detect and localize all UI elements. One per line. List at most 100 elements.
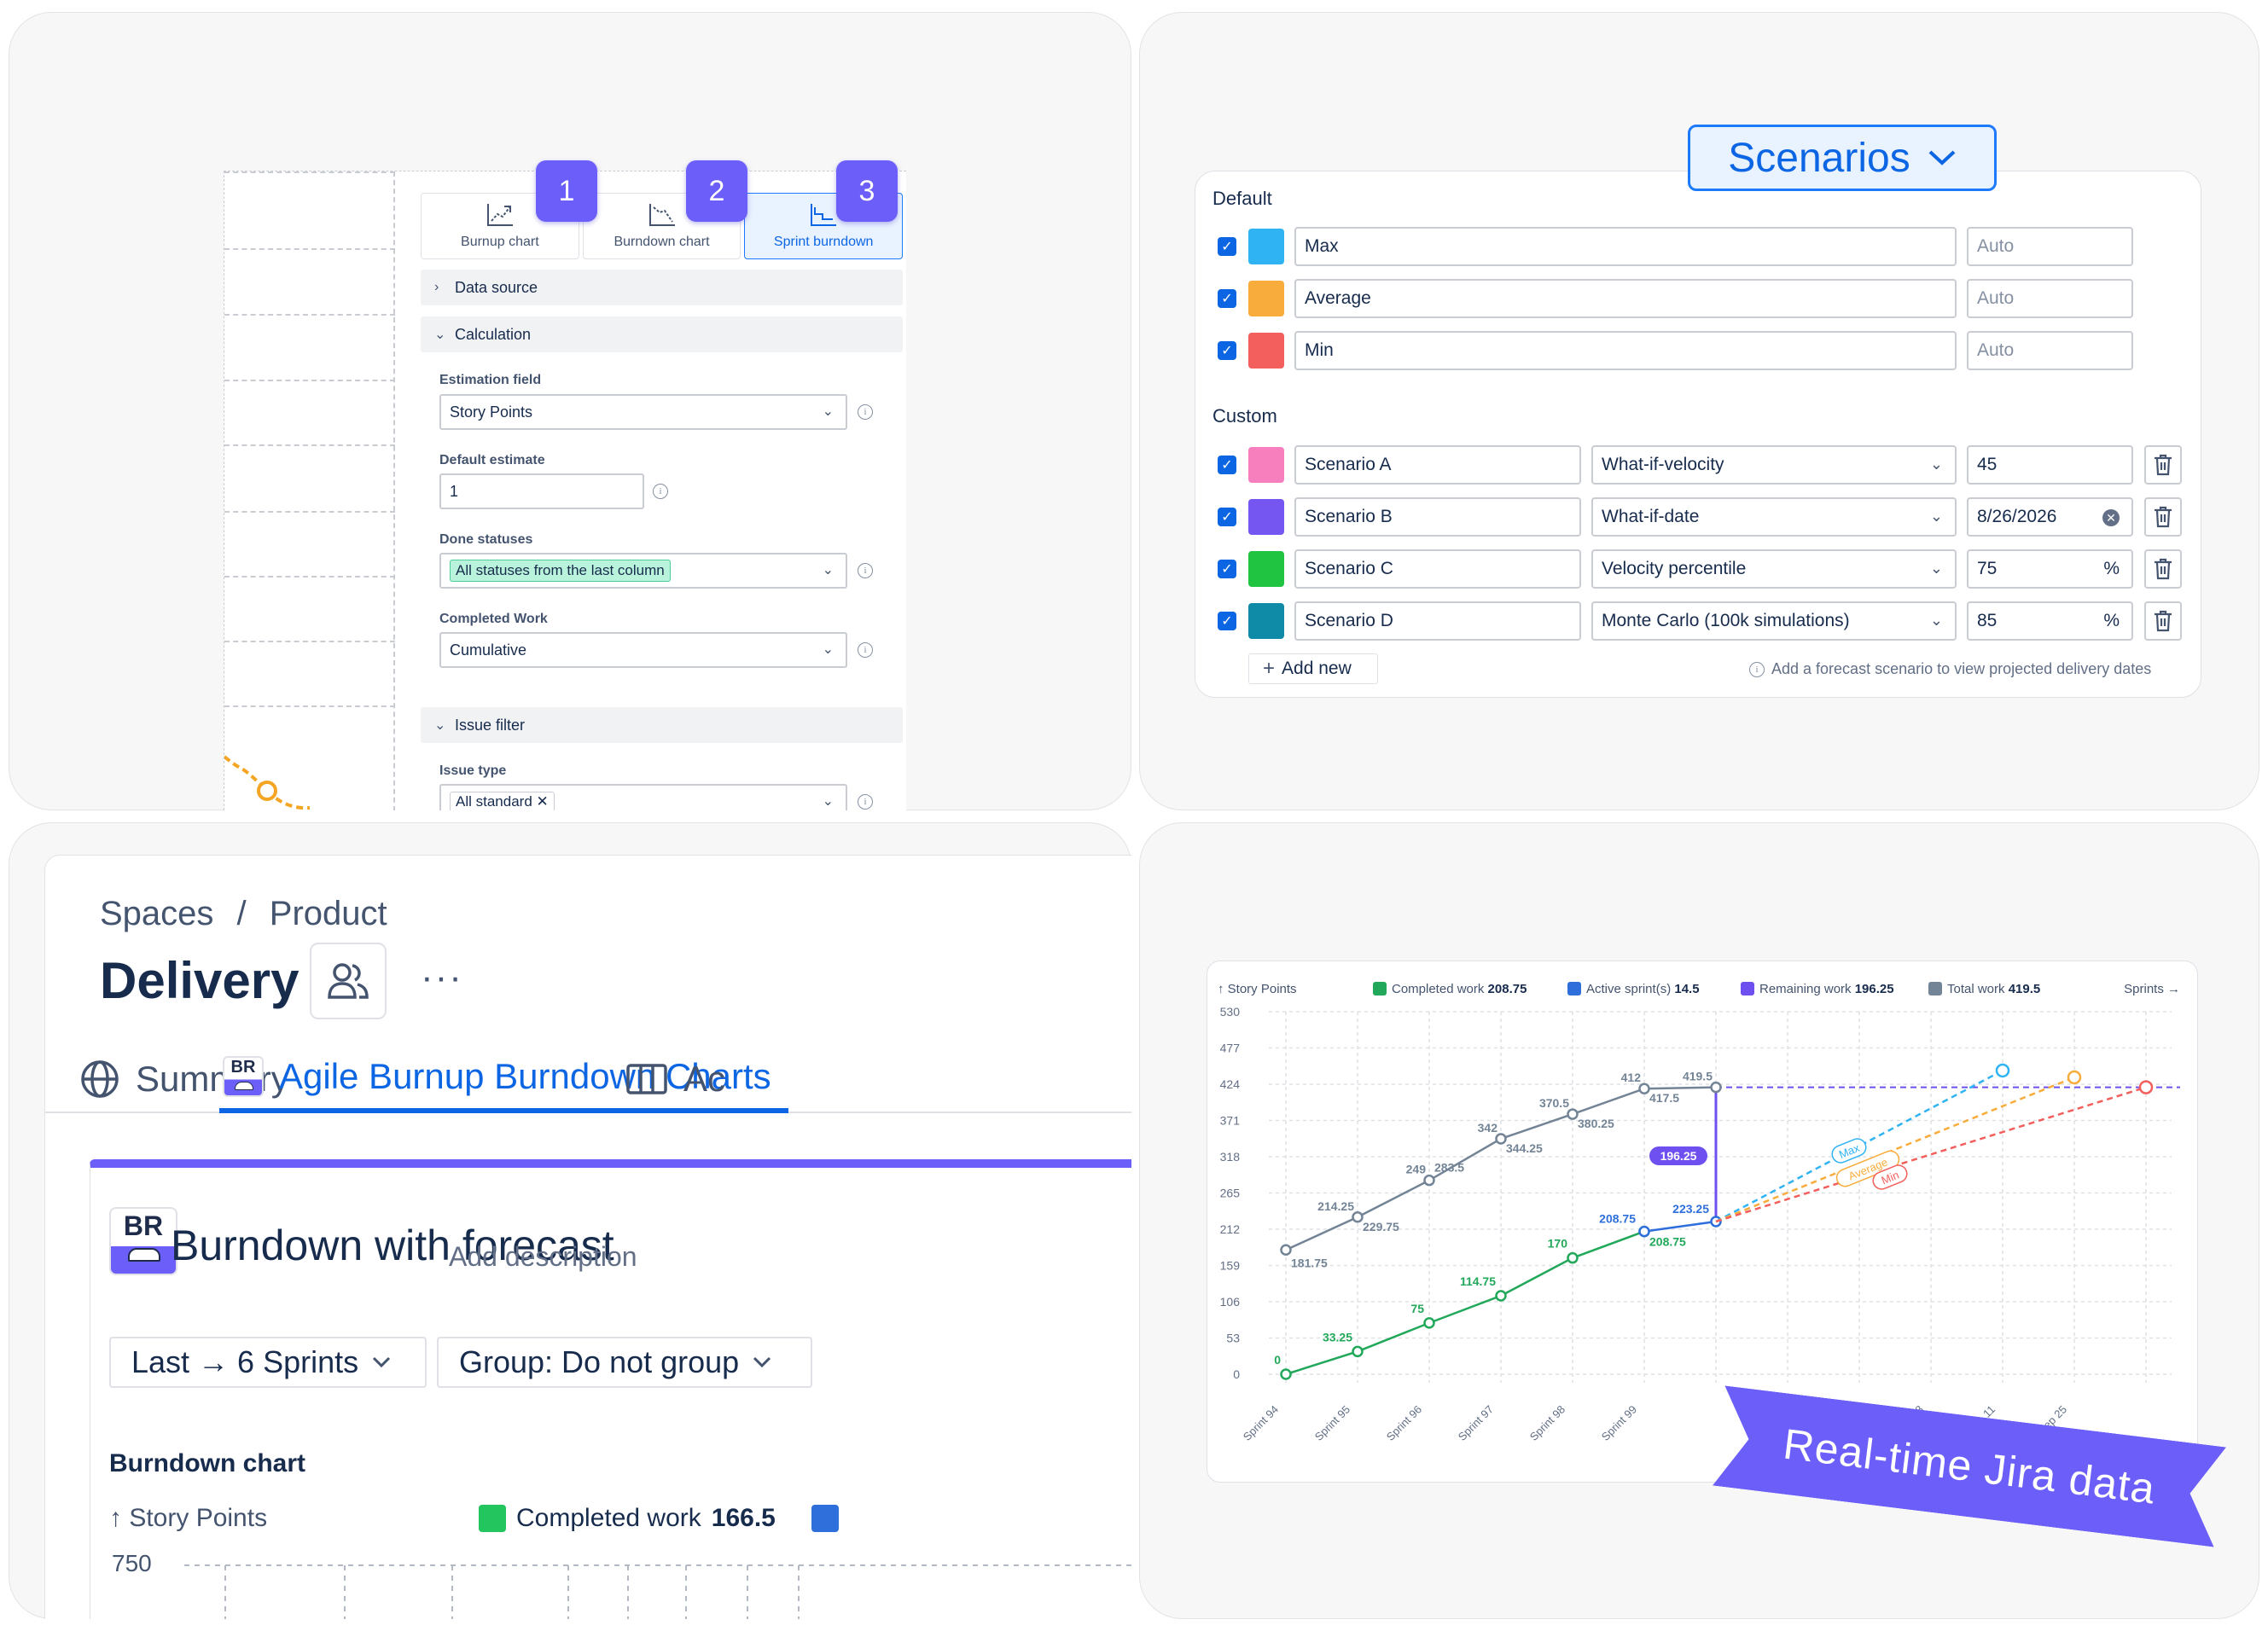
series-point [1567,1251,1579,1264]
tab-agile-burnup-burndown[interactable]: BR Agile Burnup Burndown Charts [219,1045,788,1113]
info-icon: i [1749,661,1765,677]
custom-group-label: Custom [1213,405,1277,427]
sprint-range-select[interactable]: Last → 6 Sprints [109,1337,427,1388]
scenario-checkbox[interactable]: ✓ [1218,612,1236,630]
step-badge-1: 1 [536,160,597,222]
gadget-title[interactable]: Burndown with forecast [171,1222,614,1269]
legend-completed[interactable]: Completed work 166.5 [479,1504,839,1533]
scenario-type-select[interactable]: What-if-velocity ⌄ [1591,445,1957,485]
scenario-name-input[interactable]: Scenario A [1294,445,1581,485]
info-icon[interactable]: i [858,563,873,578]
chart-type-selector: Burnup chart Burndown chart Sprint burnd… [421,193,904,259]
scenario-name-input[interactable]: Max [1294,227,1957,266]
scenario-checkbox[interactable]: ✓ [1218,341,1236,360]
clear-icon[interactable]: ✕ [2102,509,2120,526]
percent-suffix: % [2103,559,2120,578]
trash-icon [2155,506,2172,528]
scenarios-button[interactable]: Scenarios [1688,125,1997,191]
br-logo-mark [235,1082,253,1090]
scenario-value-input[interactable]: 8/26/2026 ✕ [1967,497,2133,537]
scenario-value-input[interactable]: 85% [1967,601,2133,641]
input-value: Auto [1977,340,2015,360]
scenario-checkbox[interactable]: ✓ [1218,560,1236,578]
series-point [1495,1290,1507,1302]
total-data-label: 342 [1478,1121,1498,1135]
series-point [1352,1211,1364,1223]
info-icon[interactable]: i [653,484,668,499]
total-data-label: 344.25 [1506,1141,1543,1155]
scenario-color-swatch[interactable] [1248,281,1284,316]
input-value: Auto [1977,288,2015,308]
more-actions-button[interactable]: ··· [421,956,463,998]
active-start-label: 208.75 [1599,1212,1636,1226]
total-data-label: 419.5 [1683,1070,1713,1083]
delete-scenario-button[interactable] [2144,601,2182,641]
breadcrumb: Spaces / Product [100,895,387,933]
scenario-mode-input[interactable]: Auto [1967,227,2133,266]
completed-work-select[interactable]: Cumulative ⌄ [439,632,847,668]
page-tabs: Summary BR Agile Burnup Burndown Charts … [45,1045,1131,1113]
scenario-color-swatch[interactable] [1248,333,1284,369]
chart-type-sprint-burndown[interactable]: Sprint burndown [744,193,904,259]
scenario-type-select[interactable]: Velocity percentile ⌄ [1591,549,1957,589]
section-calculation[interactable]: ⌄ Calculation [421,316,903,352]
select-value: What-if-velocity [1602,455,1724,474]
breadcrumb-spaces[interactable]: Spaces [100,895,214,932]
scenario-type-select[interactable]: Monte Carlo (100k simulations) ⌄ [1591,601,1957,641]
default-estimate-input[interactable]: 1 [439,473,644,509]
gadget-description[interactable]: Add description [449,1241,637,1272]
scenario-type-select[interactable]: What-if-date ⌄ [1591,497,1957,537]
scenario-color-swatch[interactable] [1248,499,1284,535]
group-by-select[interactable]: Group: Do not group [437,1337,812,1388]
y-tick-label: 530 [1220,1005,1241,1019]
total-data-label: 370.5 [1539,1096,1569,1110]
tab-ac[interactable]: Ac [625,1045,725,1113]
scenario-checkbox[interactable]: ✓ [1218,237,1236,256]
completed-data-label: 0 [1274,1353,1281,1367]
scenario-name-input[interactable]: Scenario C [1294,549,1581,589]
scenario-checkbox[interactable]: ✓ [1218,456,1236,474]
delete-scenario-button[interactable] [2144,549,2182,589]
scenario-value-input[interactable]: 75% [1967,549,2133,589]
delete-scenario-button[interactable] [2144,497,2182,537]
done-statuses-select[interactable]: All statuses from the last column ⌄ [439,553,847,589]
section-issue-filter[interactable]: ⌄ Issue filter [421,707,903,743]
scenario-name-input[interactable]: Average [1294,279,1957,318]
scenario-checkbox[interactable]: ✓ [1218,289,1236,308]
burndown-chart-icon [648,204,675,226]
input-value: 75 [1977,559,1998,578]
scenario-color-swatch[interactable] [1248,603,1284,639]
series-line-completed-work [1285,1230,1645,1376]
legend-item: Total work 419.5 [1947,982,2040,996]
scenario-mode-input[interactable]: Auto [1967,279,2133,318]
breadcrumb-product[interactable]: Product [269,895,387,932]
people-button[interactable] [310,943,387,1019]
scenario-value-input[interactable]: 45 [1967,445,2133,485]
globe-icon [81,1060,119,1098]
section-label: Calculation [455,325,532,343]
scenario-color-swatch[interactable] [1248,447,1284,483]
trash-icon [2155,558,2172,580]
estimation-field-label: Estimation field [439,373,542,387]
input-value: Scenario D [1305,611,1393,630]
scenario-checkbox[interactable]: ✓ [1218,508,1236,526]
scenario-name-input[interactable]: Min [1294,331,1957,370]
forecast-chart: 0 53 106 159 212 265 318 371 424 477 530 Sprint 94 S… [1218,982,2180,1469]
scenario-name-input[interactable]: Scenario D [1294,601,1581,641]
scenario-name-input[interactable]: Scenario B [1294,497,1581,537]
board-icon [626,1064,667,1094]
scenario-mode-input[interactable]: Auto [1967,331,2133,370]
scenario-color-swatch[interactable] [1248,229,1284,264]
delete-scenario-button[interactable] [2144,445,2182,485]
scenario-color-swatch[interactable] [1248,551,1284,587]
add-new-button[interactable]: + Add new [1248,653,1378,684]
trash-icon [2155,454,2172,476]
info-icon[interactable]: i [858,642,873,658]
info-icon[interactable]: i [858,404,873,420]
estimation-field-select[interactable]: Story Points ⌄ [439,394,847,430]
forecast-chart-card: 0 53 106 159 212 265 318 371 424 477 530 Sprint 94 S… [1207,961,2198,1483]
issue-type-select[interactable]: All standard ✕ ⌄ [439,784,847,810]
section-data-source[interactable]: › Data source [421,270,903,305]
info-icon[interactable]: i [858,794,873,810]
y-tick-label: 265 [1220,1187,1241,1200]
